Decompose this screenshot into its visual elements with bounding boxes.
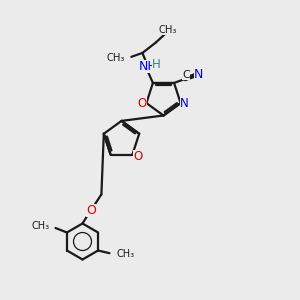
Text: N: N [194,68,203,81]
Text: O: O [133,149,142,163]
Text: O: O [86,203,96,217]
Text: O: O [138,97,147,110]
Text: CH₃: CH₃ [116,249,134,259]
Text: CH₃: CH₃ [32,221,50,231]
Text: CH₃: CH₃ [106,53,124,63]
Text: C: C [182,70,190,80]
Text: NH: NH [139,60,158,73]
Text: H: H [152,58,160,70]
Text: CH₃: CH₃ [159,25,177,34]
Text: N: N [180,97,189,110]
